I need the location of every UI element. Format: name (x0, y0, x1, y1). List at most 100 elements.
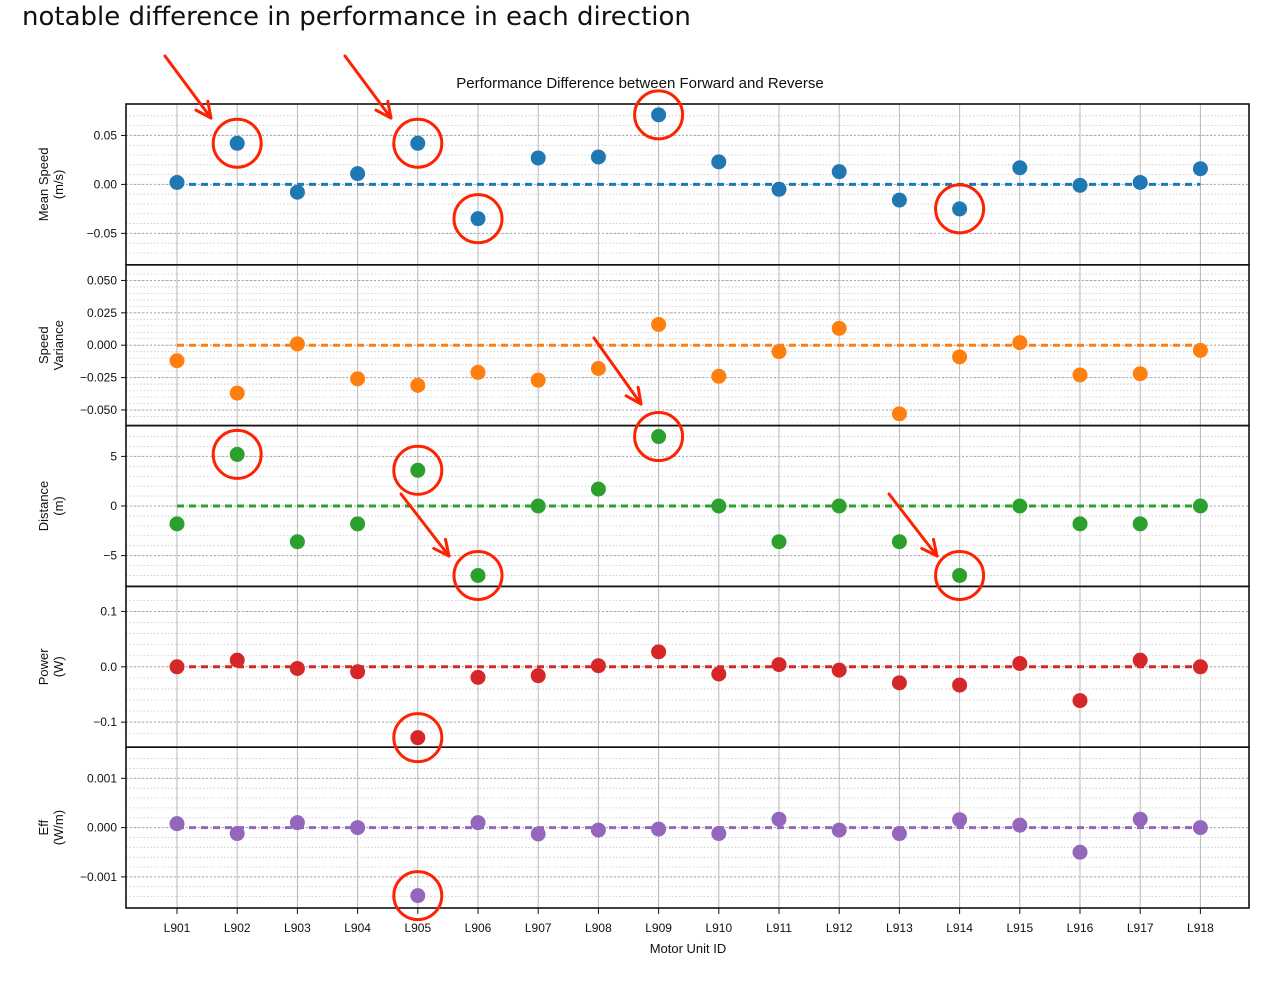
speed-variance-point-l915 (1012, 335, 1028, 351)
y-tick-label: 0.05 (94, 128, 118, 142)
mean-speed-point-l907 (530, 150, 546, 166)
speed-variance-point-l902 (229, 385, 245, 401)
distance-point-l916 (1072, 516, 1088, 532)
mean-speed-point-l908 (590, 149, 606, 165)
power-point-l907 (530, 668, 546, 684)
eff-point-l916 (1072, 844, 1088, 860)
x-tick-label-l914: L914 (946, 921, 973, 935)
x-tick-label-l904: L904 (344, 921, 371, 935)
speed-variance-point-l907 (530, 372, 546, 388)
power-point-l911 (771, 657, 787, 673)
eff-point-l913 (891, 826, 907, 842)
x-axis-ticks: L901 L902 L903 L904 L905 L906 L907 L908 L909 L910… (164, 908, 1214, 935)
y-tick-label: 0.000 (87, 338, 117, 352)
eff-point-l910 (711, 826, 727, 842)
arrow-shaft (592, 336, 643, 406)
y-tick-label: 5 (110, 449, 117, 463)
annotation-arrow (887, 492, 939, 558)
highlight-circle-eff-l905 (392, 870, 444, 922)
distance-point-l911 (771, 534, 787, 550)
y-axis-label: Speed (36, 326, 51, 364)
mean-speed-point-l912 (831, 164, 847, 180)
highlight-circle-mean-speed-l902 (211, 117, 263, 169)
power-point-l908 (590, 658, 606, 674)
y-tick-label: −0.050 (80, 403, 117, 417)
eff-point-l918 (1192, 820, 1208, 836)
x-tick-label-l909: L909 (645, 921, 672, 935)
highlight-circle-distance-l902 (211, 428, 263, 480)
y-tick-label: 0.1 (100, 604, 117, 618)
distance-point-l908 (590, 481, 606, 497)
distance-point-l909 (651, 429, 667, 445)
eff-point-l906 (470, 815, 486, 831)
panel-frame-eff (125, 746, 1250, 909)
eff-point-l902 (229, 826, 245, 842)
chart-title: Performance Difference between Forward a… (456, 75, 823, 92)
power-point-l910 (711, 666, 727, 682)
y-axis-label: (m) (51, 496, 66, 516)
y-tick-label: 0.050 (87, 273, 117, 287)
speed-variance-point-l910 (711, 368, 727, 384)
mean-speed-point-l913 (891, 192, 907, 208)
y-axis-label: Variance (51, 320, 66, 370)
y-axis-label: Mean Speed (36, 148, 51, 222)
power-point-l916 (1072, 693, 1088, 709)
x-tick-label-l905: L905 (404, 921, 431, 935)
highlight-circle-mean-speed-l909 (633, 89, 685, 141)
eff-point-l915 (1012, 817, 1028, 833)
speed-variance-point-l912 (831, 320, 847, 336)
distance-point-l910 (711, 498, 727, 514)
speed-variance-point-l903 (289, 336, 305, 352)
eff-point-l917 (1132, 811, 1148, 827)
distance-point-l912 (831, 498, 847, 514)
y-axis-label: Power (36, 648, 51, 686)
mean-speed-point-l911 (771, 181, 787, 197)
y-tick-label: 0.0 (100, 660, 117, 674)
panel-distance: 5 0 −5 Distance (m) (36, 424, 1250, 588)
y-tick-label: 0.001 (87, 771, 117, 785)
highlight-circle-mean-speed-l905 (392, 117, 444, 169)
distance-point-l903 (289, 534, 305, 550)
eff-point-l908 (590, 822, 606, 838)
y-tick-label: −5 (103, 549, 117, 563)
speed-variance-point-l914 (952, 349, 968, 365)
y-tick-label: 0 (110, 499, 117, 513)
power-point-l909 (651, 644, 667, 660)
annotation-arrow (163, 54, 213, 120)
highlight-circle-mean-speed-l906 (452, 193, 504, 245)
mean-speed-point-l910 (711, 154, 727, 170)
arrow-shaft (399, 492, 451, 558)
speed-variance-point-l918 (1192, 342, 1208, 358)
distance-point-l906 (470, 567, 486, 583)
x-tick-label-l916: L916 (1067, 921, 1094, 935)
x-tick-label-l901: L901 (164, 921, 191, 935)
mean-speed-point-l918 (1192, 161, 1208, 177)
annotations (163, 54, 986, 922)
highlight-circle-distance-l914 (934, 549, 986, 601)
arrow-head (374, 99, 393, 120)
arrow-head (920, 537, 939, 558)
y-tick-label: −0.025 (80, 371, 117, 385)
annotation-arrow (343, 54, 393, 120)
distance-point-l915 (1012, 498, 1028, 514)
arrow-shaft (163, 54, 213, 120)
eff-point-l912 (831, 822, 847, 838)
y-tick-label: 0.025 (87, 306, 117, 320)
x-tick-label-l903: L903 (284, 921, 311, 935)
mean-speed-point-l903 (289, 184, 305, 200)
x-tick-label-l915: L915 (1006, 921, 1033, 935)
panel-mean-speed: 0.05 0.00 −0.05 Mean Speed (m/s) (36, 103, 1250, 266)
eff-point-l904 (350, 820, 366, 836)
eff-point-l909 (651, 821, 667, 837)
distance-point-l905 (410, 462, 426, 478)
mean-speed-point-l906 (470, 211, 486, 227)
power-point-l906 (470, 669, 486, 685)
annotation-arrow (592, 336, 643, 406)
power-point-l918 (1192, 659, 1208, 675)
power-point-l917 (1132, 652, 1148, 668)
arrow-head (624, 385, 643, 406)
power-point-l904 (350, 664, 366, 680)
distance-point-l904 (350, 516, 366, 532)
speed-variance-point-l908 (590, 361, 606, 377)
distance-point-l902 (229, 446, 245, 462)
